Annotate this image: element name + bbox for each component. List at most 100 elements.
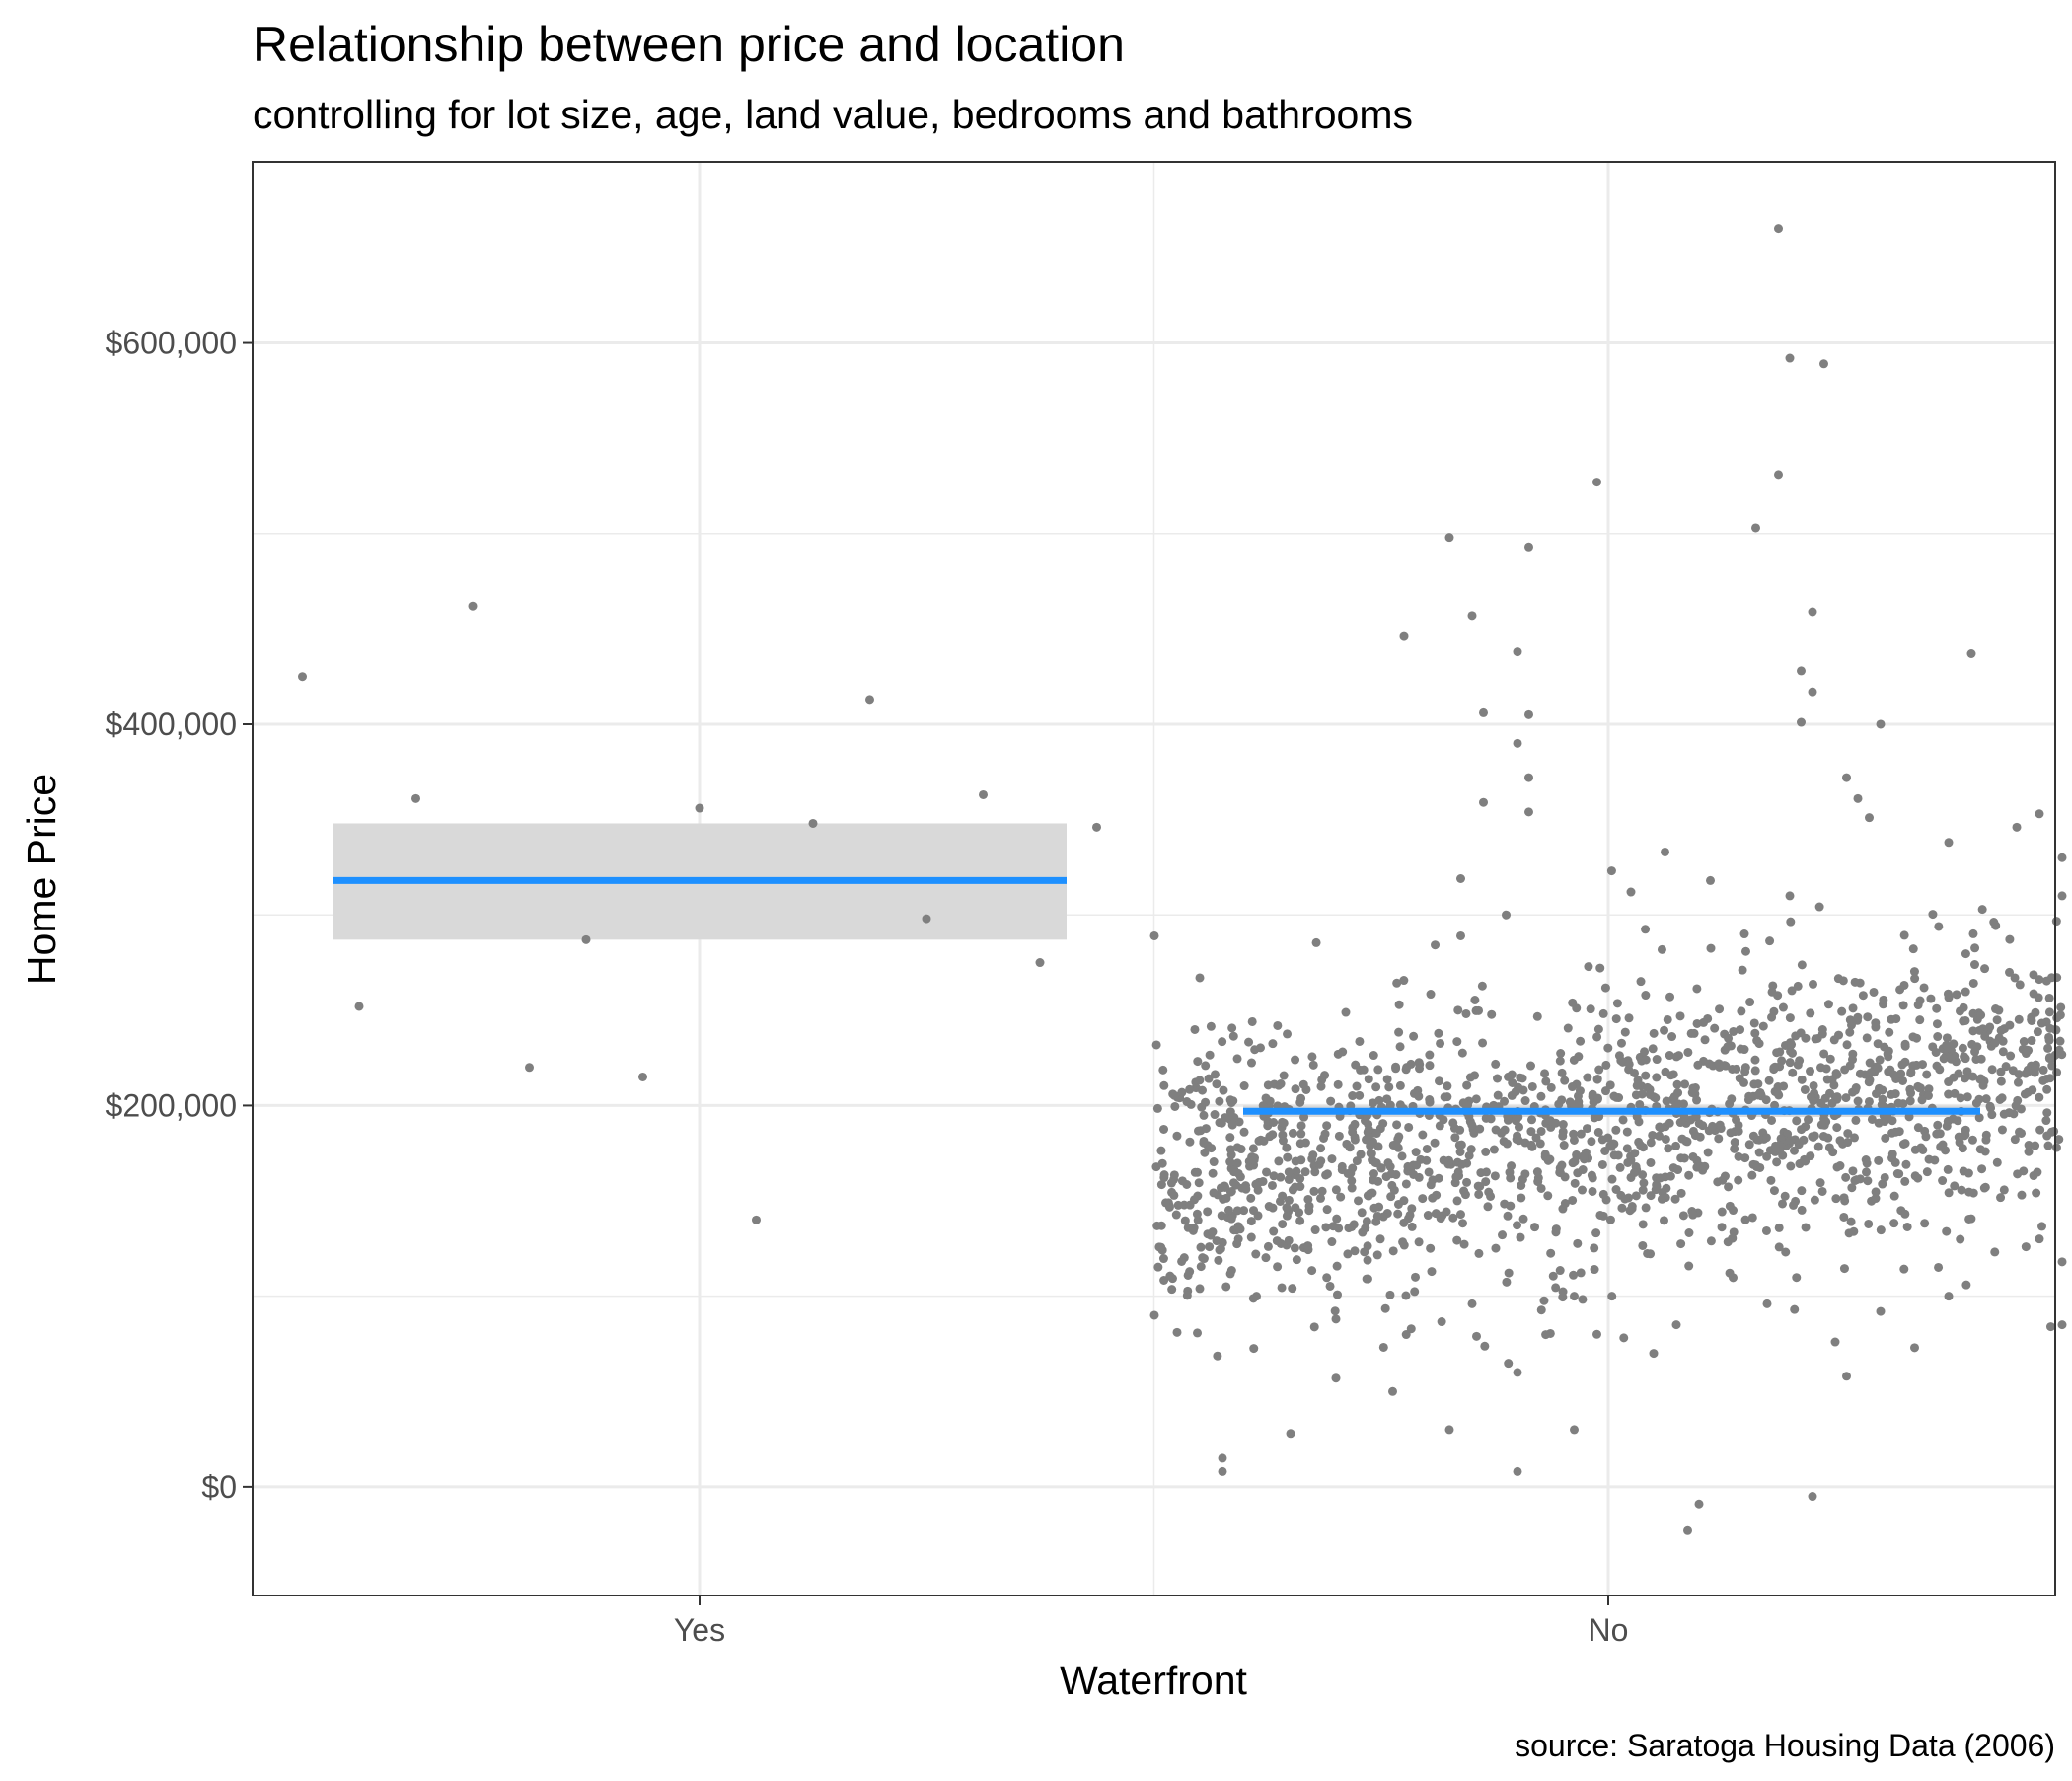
data-point: [1730, 1144, 1739, 1153]
data-point: [1661, 1067, 1670, 1076]
data-point: [1210, 1070, 1220, 1079]
data-point: [1646, 1157, 1656, 1167]
data-point: [1943, 1116, 1953, 1126]
data-point: [1958, 1043, 1967, 1053]
data-point: [1412, 1160, 1422, 1170]
data-point: [1374, 1095, 1384, 1105]
data-point: [1182, 1097, 1192, 1107]
data-point: [1192, 1209, 1202, 1219]
data-point: [1232, 1239, 1242, 1249]
data-point: [1749, 1018, 1759, 1028]
data-point: [1332, 1214, 1342, 1224]
data-point: [1363, 1255, 1372, 1265]
data-point: [1863, 1176, 1873, 1186]
data-point: [1559, 1141, 1569, 1150]
y-tick-label: $400,000: [106, 706, 237, 742]
data-point: [1282, 1211, 1292, 1221]
data-point: [1898, 1001, 1908, 1010]
data-point: [1740, 1067, 1750, 1076]
data-point: [1418, 1130, 1428, 1140]
data-point: [1331, 1185, 1341, 1195]
data-point: [1393, 1199, 1403, 1209]
data-point: [808, 818, 818, 828]
data-point: [1415, 1064, 1425, 1074]
data-point: [1786, 1161, 1796, 1171]
data-point: [1309, 1322, 1319, 1332]
data-point: [1532, 1011, 1542, 1021]
data-point: [1867, 1114, 1877, 1124]
data-point: [1638, 1185, 1648, 1195]
data-point: [1843, 1129, 1853, 1139]
data-point: [2036, 1018, 2046, 1028]
data-point: [1290, 1243, 1299, 1253]
y-axis-ticks: $0 $200,000 $400,000 $600,000: [106, 326, 253, 1505]
data-point: [1373, 1065, 1383, 1075]
data-point: [752, 1215, 761, 1224]
data-point: [1372, 1250, 1382, 1260]
data-point: [1444, 533, 1454, 543]
data-point: [1730, 1138, 1739, 1148]
data-point: [1195, 1284, 1205, 1294]
data-point: [1467, 1120, 1477, 1130]
data-point: [1511, 1087, 1520, 1097]
data-point: [1762, 1299, 1772, 1308]
data-point: [1524, 773, 1533, 782]
data-point: [1670, 1194, 1680, 1204]
data-point: [1676, 1188, 1686, 1198]
data-point: [1284, 1174, 1294, 1184]
data-point: [1906, 1088, 1916, 1098]
data-point: [2043, 1043, 2053, 1053]
data-point: [1663, 1014, 1672, 1024]
data-point: [1253, 1211, 1263, 1221]
data-point: [1169, 1170, 1179, 1180]
data-point: [1535, 1139, 1545, 1149]
data-point: [1934, 1262, 1944, 1272]
data-point: [1526, 1127, 1536, 1137]
data-point: [2038, 1065, 2048, 1075]
data-point: [1513, 1221, 1522, 1230]
data-point: [1153, 1262, 1163, 1272]
data-point: [1884, 1046, 1893, 1056]
data-point: [1232, 1054, 1242, 1064]
data-point: [1960, 1052, 1969, 1062]
data-point: [1892, 1169, 1902, 1179]
data-point: [1923, 1091, 1933, 1101]
data-point: [1479, 797, 1488, 807]
data-point: [1597, 1159, 1607, 1169]
data-point: [1195, 973, 1205, 983]
data-point: [1932, 1003, 1942, 1013]
data-point: [2029, 989, 2038, 999]
data-point: [1809, 1132, 1818, 1142]
data-point: [468, 601, 478, 611]
data-point: [1976, 1074, 1986, 1083]
data-point: [1683, 1525, 1692, 1535]
data-point: [1248, 1294, 1258, 1303]
data-point: [1810, 1195, 1819, 1205]
data-point: [1177, 1176, 1187, 1186]
data-point: [2045, 1074, 2055, 1083]
data-point: [2022, 1045, 2032, 1055]
data-point: [1869, 987, 1879, 997]
data-point: [1477, 981, 1487, 991]
data-point: [1560, 1199, 1570, 1209]
data-point: [1226, 1266, 1236, 1276]
data-point: [2015, 980, 2025, 990]
data-point: [1455, 1147, 1465, 1156]
data-point: [1414, 1237, 1424, 1247]
data-point: [1212, 1079, 1221, 1089]
data-point: [1995, 1095, 2005, 1105]
data-point: [1890, 1157, 1900, 1167]
data-point: [1620, 1194, 1630, 1204]
data-point: [1286, 1429, 1295, 1439]
data-point: [1516, 1232, 1525, 1242]
data-point: [1668, 1070, 1678, 1079]
data-point: [1444, 1425, 1454, 1435]
data-point: [1913, 1081, 1923, 1091]
data-point: [1990, 1247, 2000, 1257]
data-point: [1583, 1073, 1592, 1082]
data-point: [1961, 987, 1970, 997]
data-point: [1806, 1092, 1815, 1102]
data-point: [1303, 1194, 1313, 1204]
data-point: [1992, 1015, 2002, 1025]
data-point: [1600, 983, 1610, 993]
